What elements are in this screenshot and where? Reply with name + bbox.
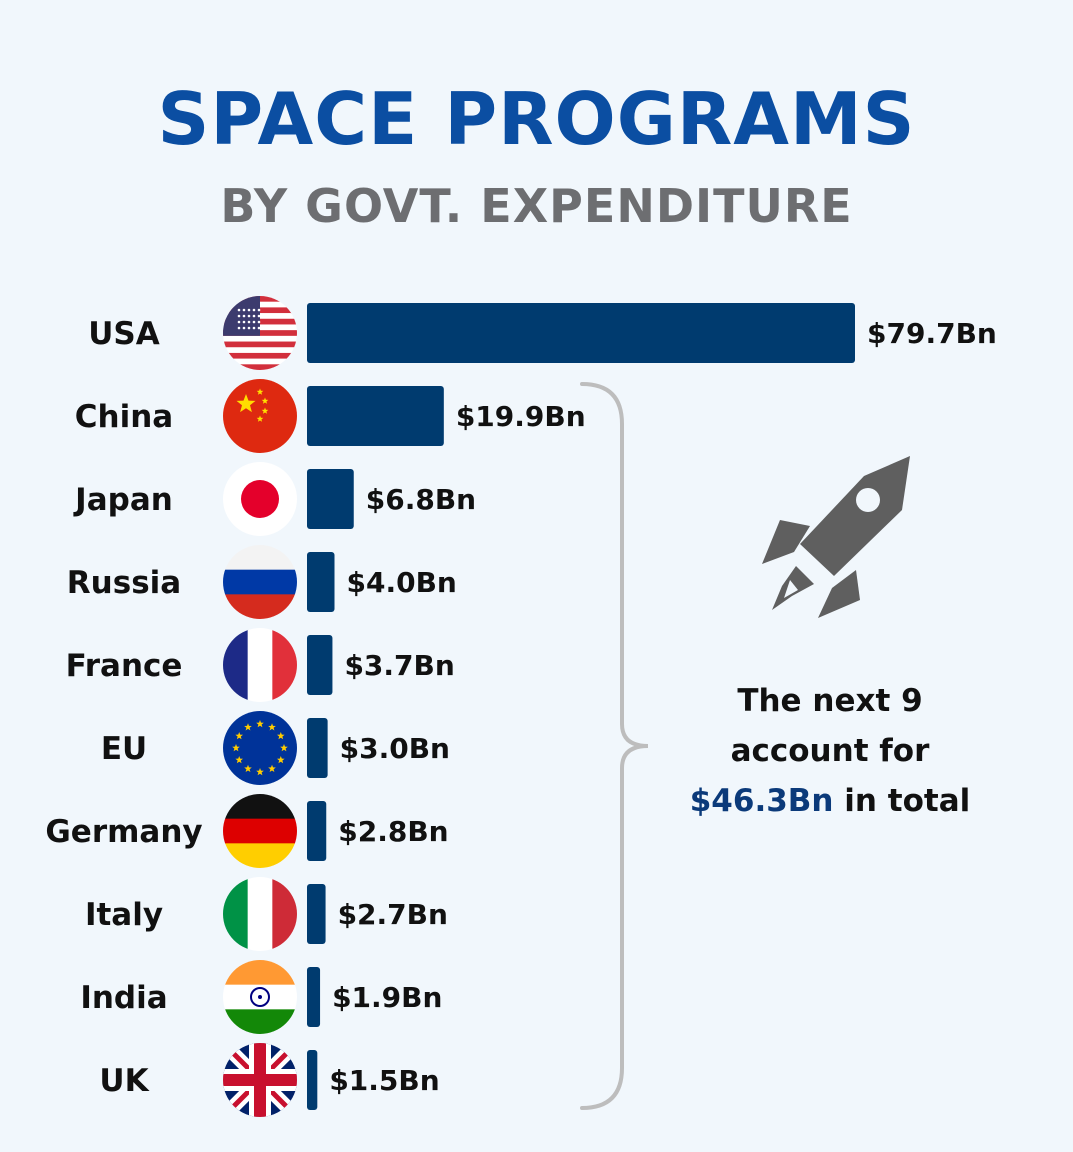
eu-flag-icon <box>223 711 297 785</box>
chart-title: SPACE PROGRAMS <box>157 77 916 161</box>
note-line-2: account for <box>730 733 930 769</box>
note-suffix: in total <box>833 783 971 819</box>
value-label: $79.7Bn <box>867 317 997 350</box>
country-label: EU <box>101 731 147 767</box>
country-label: UK <box>99 1063 149 1099</box>
country-label: Japan <box>73 482 173 518</box>
country-label: Italy <box>85 897 163 933</box>
value-label: $3.7Bn <box>344 649 454 682</box>
usa-flag-icon <box>223 296 297 370</box>
bar <box>307 718 328 778</box>
value-label: $2.7Bn <box>338 898 448 931</box>
bar <box>307 469 354 529</box>
bar <box>307 801 327 861</box>
france-flag-icon <box>223 628 297 702</box>
chart-subtitle: BY GOVT. EXPENDITURE <box>220 179 853 233</box>
value-label: $2.8Bn <box>338 815 448 848</box>
china-flag-icon <box>223 379 297 453</box>
country-label: Germany <box>45 814 202 850</box>
bar <box>307 967 321 1027</box>
country-label: China <box>75 399 173 435</box>
value-label: $1.5Bn <box>329 1064 439 1097</box>
value-label: $4.0Bn <box>347 566 457 599</box>
note-line-3: $46.3Bn in total <box>660 776 1000 826</box>
value-label: $3.0Bn <box>340 732 450 765</box>
country-label: France <box>66 648 183 684</box>
group-brace <box>580 382 649 1110</box>
value-label: $1.9Bn <box>332 981 442 1014</box>
germany-flag-icon <box>223 794 297 868</box>
bar <box>307 552 335 612</box>
bar <box>307 303 855 363</box>
country-label: USA <box>88 316 160 352</box>
japan-flag-icon <box>223 462 297 536</box>
bar <box>307 635 333 695</box>
bar <box>307 884 326 944</box>
russia-flag-icon <box>223 545 297 619</box>
italy-flag-icon <box>223 877 297 951</box>
value-label: $19.9Bn <box>456 400 586 433</box>
india-flag-icon <box>223 960 297 1034</box>
bar <box>307 386 444 446</box>
rocket-icon <box>762 456 910 618</box>
bar <box>307 1050 318 1110</box>
note-total: $46.3Bn <box>689 783 834 819</box>
summary-note: The next 9 account for $46.3Bn in total <box>660 676 1000 826</box>
uk-flag-icon <box>223 1043 297 1117</box>
country-label: India <box>80 980 167 1016</box>
note-line-1: The next 9 <box>737 683 923 719</box>
country-label: Russia <box>67 565 181 601</box>
value-label: $6.8Bn <box>366 483 476 516</box>
